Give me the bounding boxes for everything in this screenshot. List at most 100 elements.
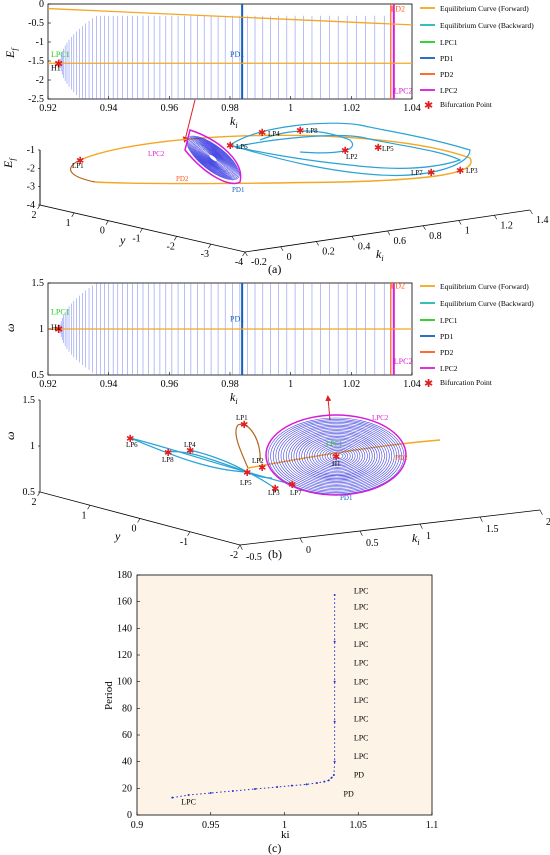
limit-cycle-ring <box>296 433 378 479</box>
period-point <box>333 640 336 643</box>
y-axis-label-c: Period <box>103 681 115 710</box>
limit-cycle-ring <box>201 148 225 168</box>
period-label: PD <box>344 789 354 798</box>
panel-a-top-plot: ✱ 0.92 0.94 0.96 0.98 1 1.02 1.04 -2.5 -2 -1.5 -1… <box>3 0 421 130</box>
y-tick-label: -1 <box>36 37 44 48</box>
y-ticks-b-3d: 2 1 0 -1 -2 <box>32 491 241 561</box>
tick-label: 0.2 <box>322 247 335 258</box>
bifurcation-marker: ✱ <box>258 463 266 474</box>
tick-label: -4 <box>235 257 243 268</box>
limit-cycle-ring <box>191 140 235 176</box>
y-tick-label: 0 <box>39 0 44 10</box>
period-label: LPC <box>354 659 369 668</box>
tick-label: -3 <box>27 182 35 193</box>
tick-mark <box>315 241 319 246</box>
period-label: LPC <box>354 715 369 724</box>
legend-bif-marker: ✱ <box>424 100 433 112</box>
y-tick-label: 120 <box>117 650 132 661</box>
period-point <box>305 783 308 786</box>
tick-label: -0.5 <box>246 552 262 563</box>
legend-b-lpc1-label: LPC1 <box>440 316 458 325</box>
point-label: PD2 <box>176 175 189 183</box>
tick-mark <box>359 530 363 536</box>
x-tick-label: 0.9 <box>131 820 144 831</box>
z-axis-label-b-3d: ω <box>3 432 17 440</box>
point-label: LPC1 <box>51 50 70 59</box>
x-tick-label: 1 <box>288 103 293 114</box>
x-tick-label: 0.94 <box>100 103 118 114</box>
limit-cycle-ring <box>270 419 402 493</box>
legend-b-pd2-label: PD2 <box>440 348 454 357</box>
limit-cycle-ring <box>278 423 395 489</box>
equilibrium-lines-b: ✱ <box>48 324 412 336</box>
panel-c-period-plot: 0.9 0.95 1 1.05 1.1 0 20 40 60 80 100 120 140 160 180… <box>103 570 438 841</box>
period-point <box>333 760 336 763</box>
limit-cycle-ring <box>187 136 239 180</box>
limit-cycle-ring <box>203 149 223 167</box>
limit-cycle-ring <box>205 151 221 165</box>
period-point <box>254 788 256 790</box>
tick-label: 0.4 <box>358 241 371 252</box>
point-label: LP8 <box>162 456 174 464</box>
limit-cycle-ring <box>298 434 375 478</box>
lpc2-cycle-a <box>184 129 242 185</box>
legend-bif-label: Bifurcation Point <box>440 100 493 109</box>
tick-mark <box>87 505 91 510</box>
tick-mark <box>37 491 41 497</box>
point-label: PD2 <box>391 5 405 14</box>
point-label: H1 <box>51 64 61 73</box>
bifurcation-markers-b-3d: ✱LP1✱LP6✱LP4✱LP8✱LP2✱LP5✱LP3✱LP7LPC2LPC1… <box>126 414 408 502</box>
y-tick-label: -0.5 <box>28 18 44 29</box>
equilibrium-curve-b-dark <box>235 423 261 469</box>
x-ticks-b-top: 0.92 0.94 0.96 0.98 1 1.02 1.04 <box>39 372 421 390</box>
point-label: LPC2 <box>394 86 413 95</box>
tick-label: 0.5 <box>23 487 36 498</box>
bifurcation-marker: ✱ <box>374 143 382 154</box>
tick-mark <box>37 204 41 210</box>
x-ticks-b-3d: -0.5 0 0.5 1 1.5 2 <box>239 509 550 563</box>
y-tick-label: -2 <box>36 75 44 86</box>
bifurcation-marker: ✱ <box>240 420 248 431</box>
tick-mark <box>242 251 246 257</box>
x-ticks-a-3d: 1.4 1.2 1 0.8 0.6 0.4 0.2 0 -0.2 <box>244 209 549 268</box>
tick-mark <box>351 236 355 241</box>
limit-cycle-ring <box>327 450 349 462</box>
period-point <box>327 779 330 782</box>
tick-label: -3 <box>201 249 209 260</box>
x-axis-label-b-3d: ki <box>412 531 420 547</box>
point-label: LP8 <box>306 127 318 135</box>
bifurcation-marker: ✱ <box>226 141 234 152</box>
y-axis-label-a-top: Ef <box>3 47 19 59</box>
y-tick-label: 0.5 <box>32 370 45 381</box>
bifurcation-marker: ✱ <box>258 128 266 139</box>
period-curve <box>172 595 336 799</box>
y-tick-label: 20 <box>122 783 132 794</box>
tick-label: -2 <box>230 550 238 561</box>
tick-label: 2 <box>32 210 37 221</box>
h1-marker: ✱ <box>54 324 63 336</box>
tick-label: 0 <box>287 252 292 263</box>
equilibrium-lines-a: ✱ <box>47 7 413 70</box>
y-tick-label: 140 <box>117 623 132 634</box>
orbit-a-1 <box>228 122 471 177</box>
y-axis-label-a-3d: y <box>119 233 126 247</box>
period-point <box>330 776 333 779</box>
period-label: LPC <box>354 752 369 761</box>
tick-label: 1 <box>465 226 470 237</box>
h1-marker: ✱ <box>54 58 63 70</box>
y-axis-label-b-3d: y <box>114 529 121 543</box>
period-point <box>315 782 318 784</box>
x-tick-label: 0.92 <box>39 379 57 390</box>
tick-mark <box>529 209 533 215</box>
legend-b-pd1-label: PD1 <box>440 332 454 341</box>
tick-mark <box>174 236 177 241</box>
y-tick-label: 0 <box>127 810 132 821</box>
limit-cycle-ring <box>192 141 234 175</box>
tick-label: -1 <box>180 537 188 548</box>
tick-label: 0.8 <box>429 231 442 242</box>
limit-cycle-ring <box>288 428 385 484</box>
tick-label: 0 <box>306 545 311 556</box>
x-axis-label-b-top: ki <box>230 390 238 406</box>
lpc2-cycle-b <box>265 414 407 496</box>
